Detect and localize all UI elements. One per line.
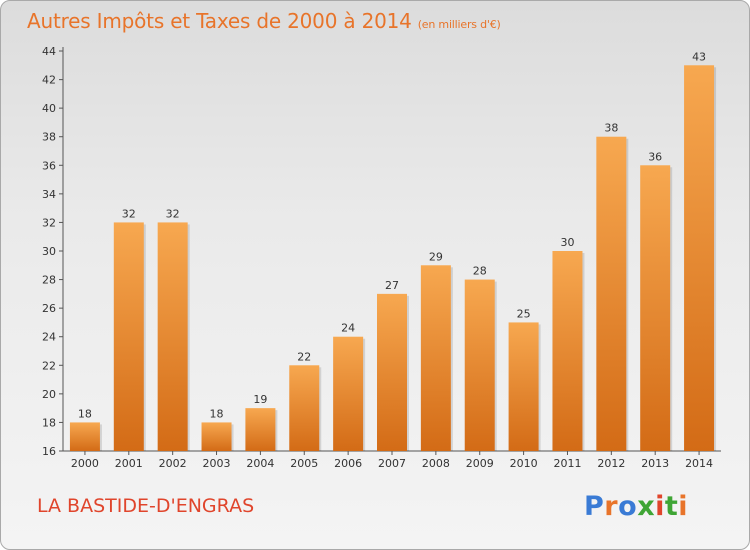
bar-value-label: 38 (604, 122, 618, 135)
logo-letter: r (604, 491, 619, 522)
y-tick-label: 22 (42, 359, 56, 372)
logo-letter: i (678, 491, 689, 522)
bar-value-label: 36 (648, 150, 662, 163)
y-tick-label: 20 (42, 388, 56, 401)
x-tick-label: 2001 (115, 457, 143, 470)
bar-value-label: 27 (385, 279, 399, 292)
x-tick-label: 2014 (685, 457, 713, 470)
x-tick-label: 2004 (246, 457, 274, 470)
x-tick-label: 2008 (422, 457, 450, 470)
logo-letter: o (618, 491, 638, 522)
x-tick-label: 2005 (290, 457, 318, 470)
bar-value-label: 28 (473, 265, 487, 278)
bar-2001 (113, 222, 144, 451)
chart-subtitle: (en milliers d'€) (417, 18, 501, 31)
bar-value-label: 18 (210, 407, 224, 420)
y-tick-label: 38 (42, 131, 56, 144)
y-tick-label: 44 (42, 45, 56, 58)
bar-value-label: 19 (253, 393, 267, 406)
bar-value-label: 22 (297, 350, 311, 363)
bar-2011 (552, 251, 583, 451)
bar-2009 (464, 279, 495, 451)
bar-2004 (245, 408, 276, 451)
x-tick-label: 2000 (71, 457, 99, 470)
bar-2005 (289, 365, 320, 451)
bar-value-label: 24 (341, 322, 355, 335)
logo-letter: P (584, 491, 605, 522)
x-tick-label: 2003 (203, 457, 231, 470)
chart-title: Autres Impôts et Taxes de 2000 à 2014 (27, 9, 412, 33)
logo-letter: t (664, 491, 679, 522)
bar-2012 (596, 136, 627, 451)
x-tick-label: 2002 (159, 457, 187, 470)
x-tick-label: 2007 (378, 457, 406, 470)
y-tick-label: 32 (42, 216, 56, 229)
x-tick-label: 2011 (553, 457, 581, 470)
chart-title-block: Autres Impôts et Taxes de 2000 à 2014 (en… (27, 9, 501, 33)
x-tick-label: 2012 (597, 457, 625, 470)
y-tick-label: 26 (42, 302, 56, 315)
bar-value-label: 43 (692, 50, 706, 63)
x-tick-label: 2006 (334, 457, 362, 470)
logo-letter: x (637, 491, 656, 522)
y-tick-label: 28 (42, 274, 56, 287)
y-tick-label: 36 (42, 159, 56, 172)
bar-value-label: 25 (517, 307, 531, 320)
y-tick-label: 16 (42, 445, 56, 458)
x-tick-label: 2009 (466, 457, 494, 470)
y-tick-label: 34 (42, 188, 56, 201)
bar-value-label: 30 (560, 236, 574, 249)
bar-2003 (201, 422, 232, 451)
bar-2014 (684, 65, 715, 452)
y-tick-label: 30 (42, 245, 56, 258)
bar-2010 (508, 322, 539, 451)
bar-value-label: 29 (429, 250, 443, 263)
bar-2007 (377, 293, 407, 451)
y-tick-label: 18 (42, 416, 56, 429)
bar-2008 (420, 265, 451, 451)
logo-letter: i (655, 491, 665, 522)
y-tick-label: 42 (42, 74, 56, 87)
y-tick-label: 40 (42, 102, 56, 115)
proxiti-logo: Proxiti (584, 491, 688, 522)
commune-name: LA BASTIDE-D'ENGRAS (37, 495, 255, 517)
bar-2000 (69, 422, 100, 451)
x-tick-label: 2013 (641, 457, 669, 470)
bar-value-label: 32 (166, 207, 180, 220)
bar-2013 (640, 165, 671, 452)
bar-2002 (157, 222, 188, 451)
y-tick-label: 24 (42, 331, 56, 344)
bar-value-label: 18 (78, 407, 92, 420)
bar-value-label: 32 (122, 207, 136, 220)
x-tick-label: 2010 (510, 457, 538, 470)
bar-2006 (333, 336, 364, 451)
